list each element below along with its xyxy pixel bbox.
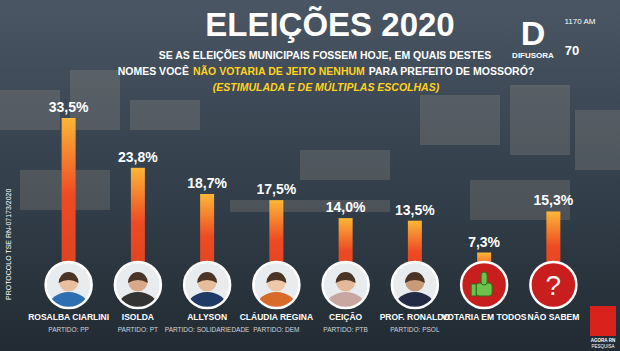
subtitle: SE AS ELEIÇÕES MUNICIPAIS FOSSEM HOJE, E… <box>159 49 492 61</box>
data-label: 15,3% <box>534 192 574 208</box>
photo-ring <box>392 262 438 308</box>
data-label: 18,7% <box>187 175 227 191</box>
title: ELEIÇÕES 2020 <box>205 6 454 43</box>
photo-hair <box>405 272 425 283</box>
photo-ring <box>184 262 230 308</box>
subtitle: PARA PREFEITO DE MOSSORÓ? <box>369 65 535 77</box>
background-block <box>230 200 390 212</box>
protocol: PROTOCOLO TSE RN-07173/2020 <box>5 188 12 300</box>
data-label: 14,0% <box>326 199 366 215</box>
subtitle-line: NOMES VOCÊ NÃO VOTARIA DE JEITO NENHUM PAR… <box>118 65 535 77</box>
subtitle: NOMES VOCÊ <box>118 65 189 77</box>
photo-head <box>405 273 424 292</box>
data-label: 13,5% <box>395 202 435 218</box>
icon: ? <box>530 262 576 308</box>
party-label: PARTIDO: SOLIDARIEDADE <box>165 326 250 333</box>
photo-head <box>267 273 286 292</box>
photo <box>326 272 366 322</box>
category-labels: ROSALBA CIARLINI PARTIDO: PP ISOLDA PARTIDO… <box>28 312 579 333</box>
data-label: 23,8% <box>118 149 158 165</box>
pollster-tag: PESQUISA <box>591 344 614 349</box>
photo-head <box>59 273 78 292</box>
thumb-cuff <box>471 284 476 296</box>
pollster-logo <box>590 306 616 336</box>
photo <box>118 272 158 322</box>
party-label: PARTIDO: PTB <box>323 326 368 333</box>
category-label: ROSALBA CIARLINI <box>28 312 109 322</box>
photo-head <box>128 273 147 292</box>
photo-ring <box>253 262 299 308</box>
icon <box>323 262 369 322</box>
pollster-name: AGORA RN <box>591 338 615 343</box>
category-label: ALLYSON <box>187 312 227 322</box>
data-label: 17,5% <box>257 181 297 197</box>
chart-container: ELEIÇÕES 2020 SE AS ELEIÇÕES MUNICIPAIS F… <box>0 0 620 351</box>
icon <box>184 262 230 322</box>
category-label: CLÁUDIA REGINA <box>240 312 313 322</box>
unknown-icon-text: ? <box>546 270 562 301</box>
data-label: 33,5% <box>49 99 89 115</box>
photo-hair <box>59 272 79 283</box>
category-label: VOTARIA EM TODOS <box>442 312 527 322</box>
data-label: 7,3% <box>468 234 500 250</box>
chart-svg: ELEIÇÕES 2020 SE AS ELEIÇÕES MUNICIPAIS F… <box>0 0 620 351</box>
background-block <box>130 100 200 130</box>
party-label: PARTIDO: DEM <box>253 326 299 333</box>
logo-frequency: 1170 AM <box>565 17 596 26</box>
logo-initial: D <box>521 14 546 52</box>
background <box>0 0 620 351</box>
photo-hair <box>197 272 217 283</box>
category-label: CEIÇÃO <box>329 312 362 322</box>
photo-hair <box>266 272 286 283</box>
photo-ring <box>115 262 161 308</box>
photo-ring <box>323 262 369 308</box>
category-label: PROF. RONALDO <box>380 312 451 322</box>
photo-head <box>336 273 355 292</box>
icons: ? <box>46 262 577 322</box>
party-label: PARTIDO: PT <box>118 326 158 333</box>
category-label: NÃO SABEM <box>527 312 579 322</box>
background-block <box>575 110 620 170</box>
photo-head <box>198 273 217 292</box>
logo-station: DIFUSORA <box>512 51 554 60</box>
category-label: ISOLDA <box>122 312 154 322</box>
unknown-icon-bg <box>530 262 576 308</box>
thumb-icon-bg <box>461 262 507 308</box>
party-label: PARTIDO: PP <box>48 326 89 333</box>
party-label: PARTIDO: PSOL <box>390 326 440 333</box>
icon <box>115 262 161 322</box>
background-block <box>510 85 570 155</box>
icon <box>461 262 507 308</box>
thumb-finger <box>481 272 487 285</box>
photo-hair <box>336 272 356 283</box>
note: (ESTIMULADA E DE MÚLTIPLAS ESCOLHAS) <box>213 81 440 93</box>
background-block <box>300 150 390 180</box>
photo-hair <box>128 272 148 283</box>
data-labels: 33,5% 23,8% 18,7% 17,5% 14,0% 13,5% 7,3% 15,3% <box>49 99 574 250</box>
background-city <box>0 70 620 220</box>
subtitle-highlight: NÃO VOTARIA DE JEITO NENHUM <box>193 65 365 77</box>
photo <box>187 272 227 322</box>
background-block <box>420 95 500 145</box>
logo-anniversary: 70 <box>565 43 579 58</box>
photo-ring <box>46 262 92 308</box>
